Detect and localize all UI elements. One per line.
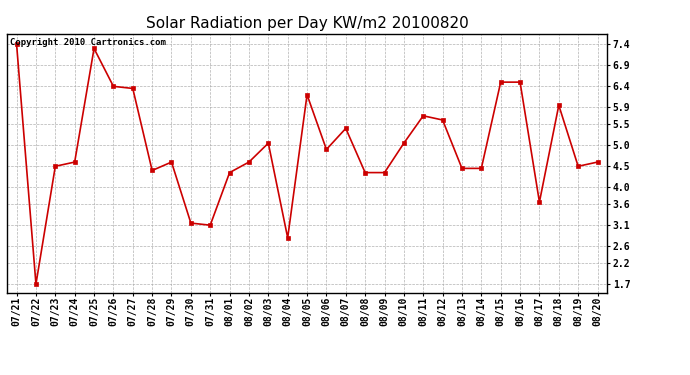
Text: Copyright 2010 Cartronics.com: Copyright 2010 Cartronics.com — [10, 38, 166, 46]
Title: Solar Radiation per Day KW/m2 20100820: Solar Radiation per Day KW/m2 20100820 — [146, 16, 469, 31]
